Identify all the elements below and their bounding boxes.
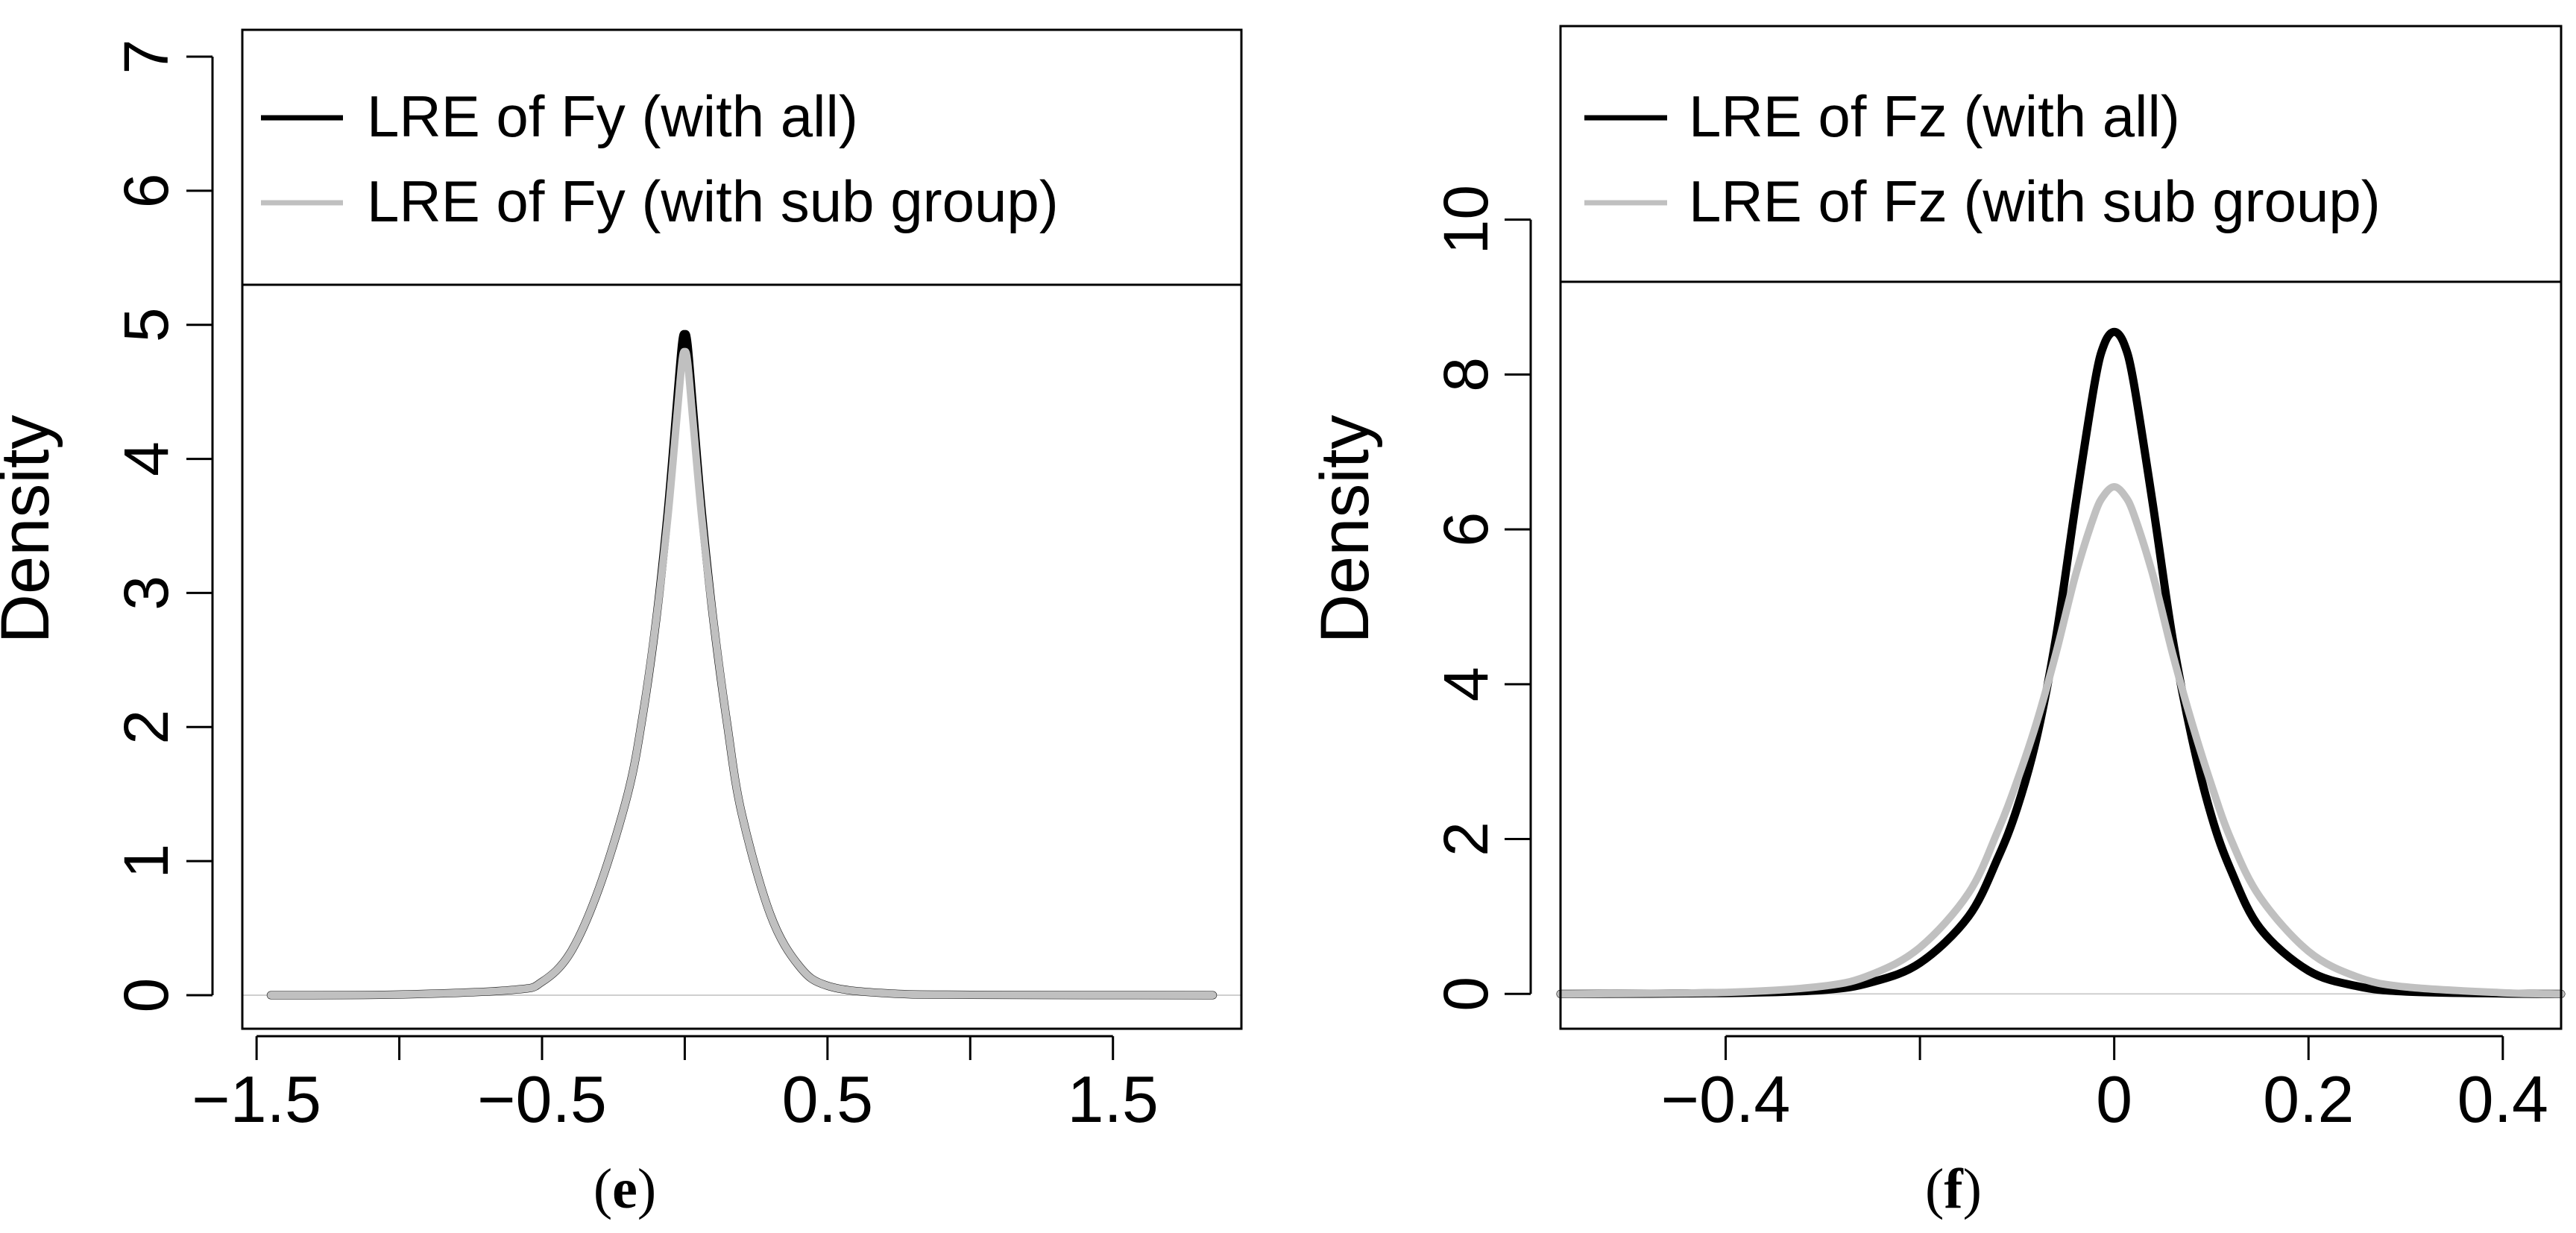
y-axis-title: Density bbox=[0, 415, 63, 644]
y-tick-label: 0 bbox=[1431, 977, 1501, 1012]
legend-label-sub-group: LRE of Fy (with sub group) bbox=[367, 168, 1059, 234]
y-tick-label: 10 bbox=[1431, 185, 1501, 254]
x-tick-label: −0.5 bbox=[477, 1062, 607, 1136]
legend-label-sub-group: LRE of Fz (with sub group) bbox=[1689, 168, 2381, 234]
plot-frame bbox=[1559, 25, 2563, 1030]
panel-e: LRE of Fy (with all) LRE of Fy (with sub … bbox=[0, 28, 1243, 1220]
x-tick-label: 0.5 bbox=[782, 1062, 873, 1136]
legend-label-all: LRE of Fz (with all) bbox=[1689, 83, 2180, 149]
y-tick-label: 2 bbox=[111, 710, 181, 745]
y-tick-label: 1 bbox=[111, 844, 181, 879]
y-tick-label: 3 bbox=[111, 575, 181, 611]
x-tick-label: 0 bbox=[2096, 1062, 2132, 1136]
y-tick-label: 6 bbox=[1431, 512, 1501, 547]
legend-box bbox=[1559, 25, 2563, 283]
y-tick-label: 8 bbox=[1431, 357, 1501, 392]
y-tick-label: 5 bbox=[111, 307, 181, 342]
plot-frame bbox=[241, 28, 1243, 1030]
y-tick-label: 7 bbox=[111, 40, 181, 75]
y-tick-label: 2 bbox=[1431, 822, 1501, 857]
y-tick-label: 0 bbox=[111, 978, 181, 1013]
panel-label: (f) bbox=[1925, 1158, 1982, 1220]
series-line-sub-group bbox=[267, 347, 1217, 999]
panel-f: LRE of Fz (with all) LRE of Fz (with sub … bbox=[1307, 25, 2566, 1220]
x-tick-label: −1.5 bbox=[192, 1062, 321, 1136]
x-tick-label: 1.5 bbox=[1068, 1062, 1159, 1136]
x-tick-label: −0.4 bbox=[1661, 1062, 1791, 1136]
y-tick-label: 4 bbox=[1431, 666, 1501, 701]
legend-box bbox=[241, 28, 1243, 286]
series-line-all bbox=[1556, 327, 2566, 998]
y-axis-title: Density bbox=[1307, 415, 1383, 644]
x-tick-label: 0.2 bbox=[2263, 1062, 2354, 1136]
series-line-sub-group bbox=[1557, 483, 2565, 998]
legend-label-all: LRE of Fy (with all) bbox=[367, 83, 858, 149]
x-tick-label: 0.4 bbox=[2457, 1062, 2548, 1136]
y-tick-label: 4 bbox=[111, 441, 181, 476]
panel-label: (e) bbox=[593, 1158, 656, 1220]
y-tick-label: 6 bbox=[111, 173, 181, 208]
